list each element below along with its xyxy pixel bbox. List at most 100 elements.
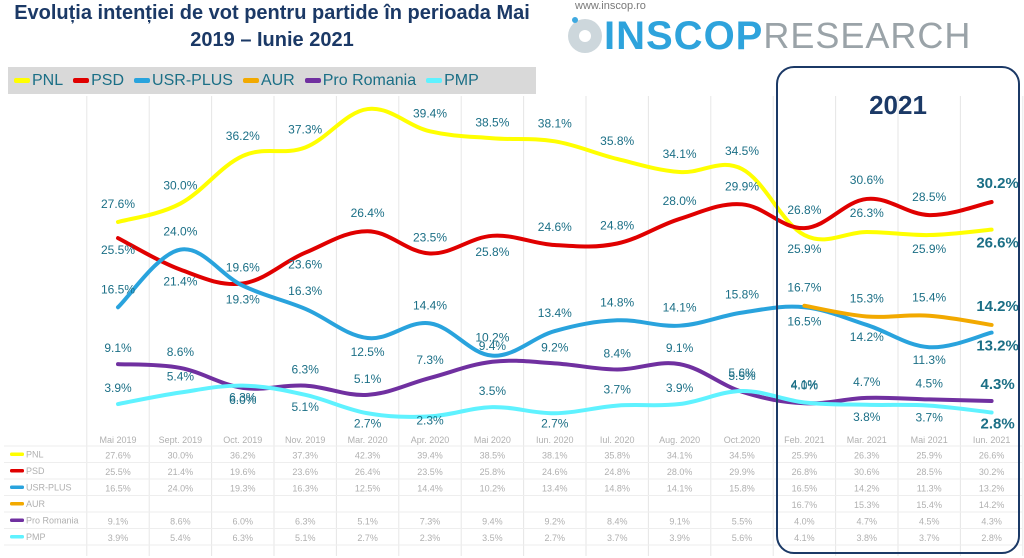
table-cell: 14.4% xyxy=(417,484,443,494)
data-label-pmp: 5.4% xyxy=(167,370,195,384)
table-cell: 5.1% xyxy=(295,533,316,543)
data-label-pnl: 30.0% xyxy=(163,179,197,193)
table-header-cell: Mai 2020 xyxy=(474,435,511,445)
data-label-pmp: 3.8% xyxy=(853,410,881,424)
table-cell: 29.9% xyxy=(729,467,755,477)
table-cell: 23.5% xyxy=(417,467,443,477)
table-cell: 12.5% xyxy=(355,484,381,494)
table-cell: 25.8% xyxy=(480,467,506,477)
series-line-aur xyxy=(802,303,994,327)
table-cell: 16.5% xyxy=(105,484,131,494)
table-header-cell: Mai 2019 xyxy=(99,435,136,445)
data-label-pmp: 5.6% xyxy=(728,366,756,380)
data-label-aur: 14.2% xyxy=(976,298,1019,315)
table-cell: 30.6% xyxy=(854,467,880,477)
highlight-box-2021: 2021 xyxy=(776,66,1020,554)
brand-url: www.inscop.ro xyxy=(575,0,646,12)
data-label-usr-plus: 16.3% xyxy=(288,284,322,298)
table-cell: 9.4% xyxy=(482,517,503,527)
data-label-pro-romania: 4.7% xyxy=(853,375,881,389)
table-cell: 15.8% xyxy=(729,484,755,494)
legend-item-psd: PSD xyxy=(73,72,124,90)
table-legend-swatch xyxy=(10,469,24,473)
series-line-pmp xyxy=(116,383,994,419)
data-label-pmp: 6.3% xyxy=(229,391,257,405)
data-label-psd: 30.2% xyxy=(976,175,1019,192)
table-row-label: PSD xyxy=(26,466,45,476)
legend-swatch xyxy=(73,78,90,83)
legend-label: Pro Romania xyxy=(322,71,417,89)
table-cell: 7.3% xyxy=(420,517,441,527)
data-label-pmp: 2.3% xyxy=(416,413,444,427)
data-label-pro-romania: 4.0% xyxy=(791,378,819,392)
table-cell: 36.2% xyxy=(230,451,256,461)
chart-title: Evoluția intenției de vot pentru partide… xyxy=(14,2,530,51)
data-label-pro-romania: 5.1% xyxy=(354,372,382,386)
legend-label: PNL xyxy=(32,71,64,89)
table-cell: 6.3% xyxy=(295,517,316,527)
legend-swatch xyxy=(14,78,30,83)
data-label-pmp: 3.9% xyxy=(104,381,132,395)
table-cell: 26.4% xyxy=(355,467,381,477)
inscop-logo: INSCOP RESEARCH xyxy=(568,14,971,58)
table-cell: 9.1% xyxy=(669,517,690,527)
data-label-usr-plus: 14.4% xyxy=(413,298,447,312)
table-cell: 2.7% xyxy=(357,533,378,543)
table-cell: 9.2% xyxy=(545,517,566,527)
data-label-pnl: 38.5% xyxy=(475,115,509,129)
table-cell: 15.3% xyxy=(854,500,880,510)
legend-item-pmp: PMP xyxy=(426,72,479,90)
table-cell: 5.1% xyxy=(357,517,378,527)
data-label-usr-plus: 14.8% xyxy=(600,295,634,309)
data-label-pro-romania: 6.3% xyxy=(292,363,320,377)
table-cell: 6.0% xyxy=(233,517,254,527)
table-cell: 16.7% xyxy=(792,500,818,510)
data-label-pmp: 2.7% xyxy=(354,416,382,430)
data-label-pro-romania: 4.5% xyxy=(916,376,944,390)
table-legend-swatch xyxy=(10,452,24,456)
chart-legend: PNL PSD USR-PLUS AUR Pro Romania PMP xyxy=(8,67,536,94)
table-cell: 26.8% xyxy=(792,467,818,477)
table-row-label: AUR xyxy=(26,499,46,509)
data-label-pnl: 25.9% xyxy=(787,242,821,256)
data-label-usr-plus: 14.2% xyxy=(850,330,884,344)
table-cell: 5.4% xyxy=(170,533,191,543)
table-cell: 28.0% xyxy=(667,467,693,477)
table-header-cell: Sept. 2019 xyxy=(159,435,203,445)
data-label-pnl: 26.3% xyxy=(850,206,884,220)
table-cell: 34.5% xyxy=(729,451,755,461)
table-header-cell: Nov. 2019 xyxy=(285,435,325,445)
table-cell: 3.5% xyxy=(482,533,503,543)
data-label-psd: 28.0% xyxy=(663,194,697,208)
data-label-usr-plus: 13.4% xyxy=(538,306,572,320)
data-label-usr-plus: 19.3% xyxy=(226,293,260,307)
data-label-usr-plus: 16.5% xyxy=(787,314,821,328)
table-cell: 42.3% xyxy=(355,451,381,461)
table-cell: 2.8% xyxy=(981,533,1002,543)
table-cell: 38.5% xyxy=(480,451,506,461)
legend-swatch xyxy=(134,78,151,83)
table-cell: 4.7% xyxy=(857,517,878,527)
data-label-pnl: 35.8% xyxy=(600,134,634,148)
table-header-cell: Iun. 2021 xyxy=(973,435,1011,445)
data-label-pnl: 27.6% xyxy=(101,197,135,211)
table-cell: 5.5% xyxy=(732,517,753,527)
data-label-pmp: 3.5% xyxy=(479,384,507,398)
table-cell: 2.3% xyxy=(420,533,441,543)
legend-swatch xyxy=(242,78,259,83)
data-label-psd: 26.4% xyxy=(351,206,385,220)
table-header-cell: Iun. 2020 xyxy=(536,435,574,445)
data-label-pnl: 36.2% xyxy=(226,129,260,143)
table-cell: 14.8% xyxy=(604,484,630,494)
table-cell: 28.5% xyxy=(916,467,942,477)
table-cell: 15.4% xyxy=(916,500,942,510)
data-label-usr-plus: 10.2% xyxy=(475,331,509,345)
legend-label: USR-PLUS xyxy=(152,71,233,89)
data-label-pro-romania: 6.0% xyxy=(229,393,257,407)
table-cell: 35.8% xyxy=(604,451,630,461)
data-label-pnl: 39.4% xyxy=(413,106,447,120)
table-cell: 39.4% xyxy=(417,451,443,461)
series-line-usr-plus xyxy=(116,247,994,358)
table-cell: 34.1% xyxy=(667,451,693,461)
series-line-psd xyxy=(116,196,994,287)
